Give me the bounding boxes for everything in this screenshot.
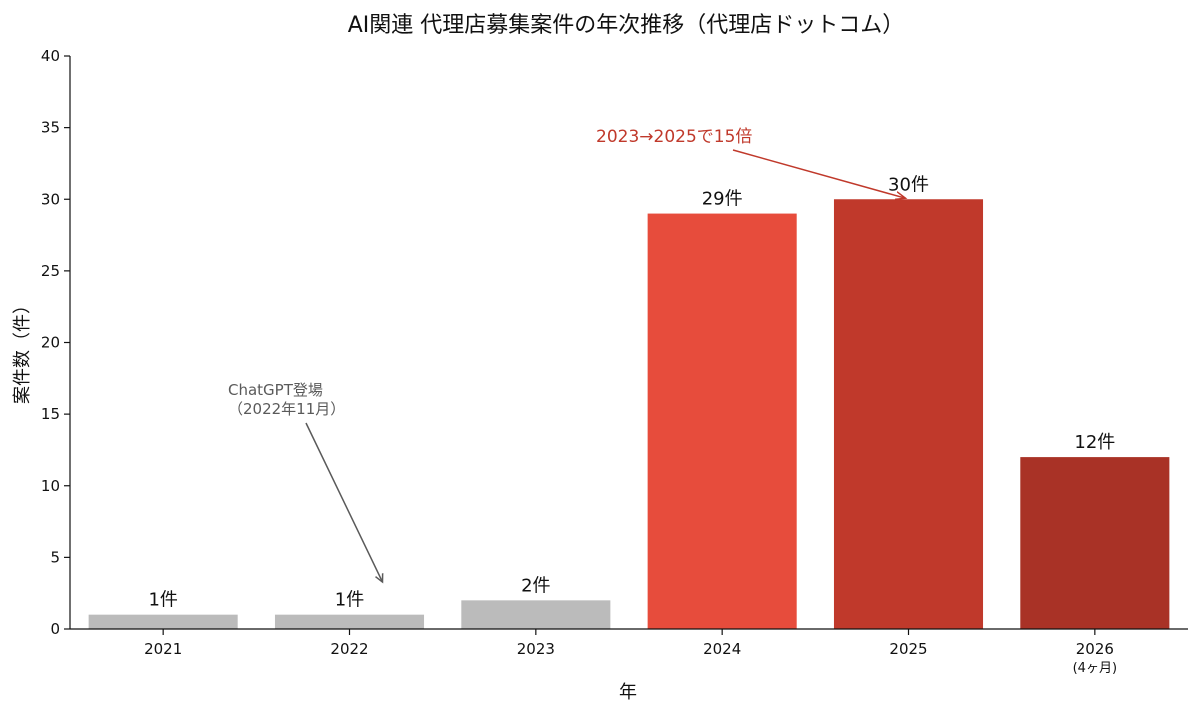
x-tick-sublabel: (4ヶ月) bbox=[1073, 661, 1117, 676]
bar-2025 bbox=[833, 199, 984, 629]
y-tick-label: 15 bbox=[41, 405, 60, 423]
y-tick-label: 5 bbox=[50, 548, 60, 566]
data-label: 2件 bbox=[521, 575, 550, 596]
bar-2021 bbox=[88, 614, 238, 629]
x-tick-label: 2023 bbox=[517, 640, 555, 658]
y-tick-label: 20 bbox=[41, 334, 60, 352]
y-tick-label: 0 bbox=[50, 620, 60, 638]
x-tick-label: 2025 bbox=[889, 640, 927, 658]
y-tick-label: 30 bbox=[41, 190, 60, 208]
x-tick-label: 2026 bbox=[1076, 640, 1114, 658]
annotation-arrow-growth bbox=[732, 149, 906, 198]
annotation-arrow-chatgpt bbox=[305, 422, 383, 582]
data-label: 12件 bbox=[1074, 432, 1115, 453]
data-label: 1件 bbox=[335, 590, 364, 611]
bar-2024 bbox=[647, 213, 797, 629]
bar-2026 bbox=[1020, 457, 1170, 629]
y-axis-label: 案件数（件） bbox=[12, 296, 33, 404]
y-tick-label: 35 bbox=[41, 119, 60, 137]
bar-2022 bbox=[274, 614, 425, 629]
data-label: 29件 bbox=[702, 189, 743, 210]
chart-title: AI関連 代理店募集案件の年次推移（代理店ドットコム） bbox=[348, 13, 905, 38]
y-tick-label: 25 bbox=[41, 262, 60, 280]
x-tick-label: 2024 bbox=[703, 640, 741, 658]
x-tick-label: 2021 bbox=[144, 640, 182, 658]
annotation-growth: 2023→2025で15倍 bbox=[596, 127, 752, 147]
data-label: 1件 bbox=[148, 590, 177, 611]
data-label: 30件 bbox=[888, 174, 929, 195]
annotation-chatgpt: ChatGPT登場（2022年11月） bbox=[228, 381, 345, 418]
x-axis-label: 年 bbox=[619, 682, 637, 703]
y-tick-label: 40 bbox=[41, 47, 60, 65]
x-tick-label: 2022 bbox=[330, 640, 368, 658]
y-tick-label: 10 bbox=[41, 477, 60, 495]
bar-2023 bbox=[461, 600, 611, 629]
